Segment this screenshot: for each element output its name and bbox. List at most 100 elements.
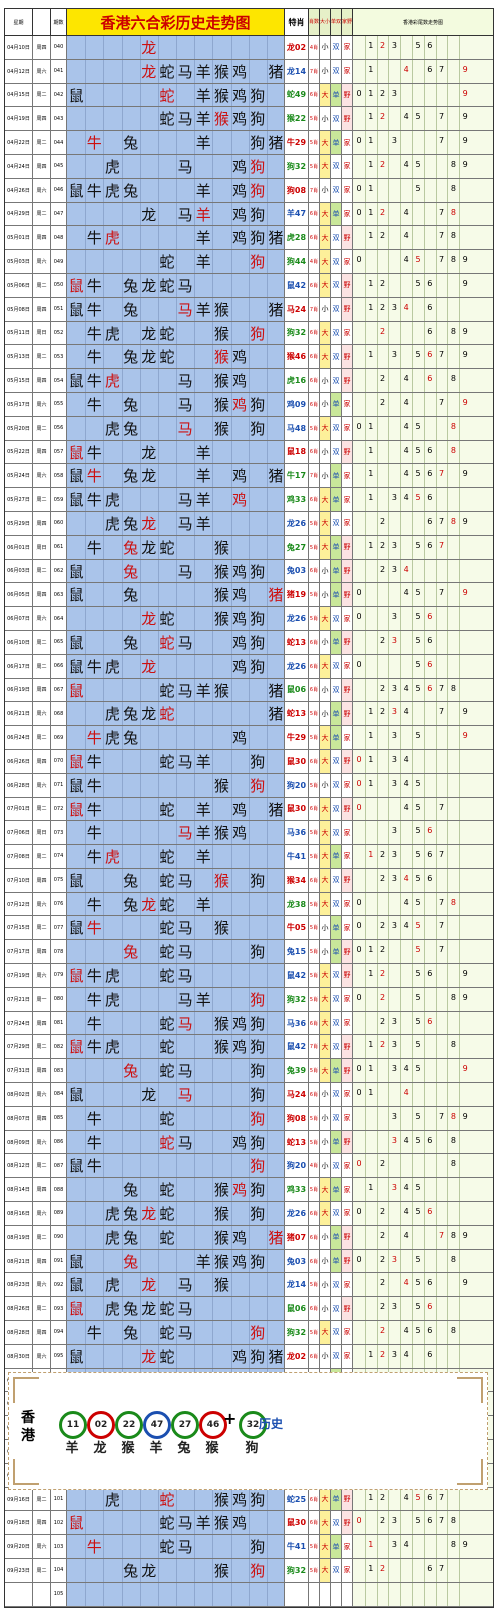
tail-gridline — [364, 250, 366, 273]
zodiac-mark: 鼠 — [68, 1300, 84, 1319]
zodiac-gridline — [248, 1511, 250, 1535]
row-count: 5肖 — [309, 583, 320, 607]
row-home-wild: 野 — [342, 1059, 353, 1083]
tail-gridline — [364, 987, 366, 1011]
zodiac-gridline — [230, 392, 232, 416]
zodiac-gridline — [194, 892, 196, 916]
tail-gridline — [388, 202, 390, 226]
tail-gridline — [376, 916, 378, 940]
row-home-wild: 家 — [342, 1154, 353, 1178]
row-date: 08月28日 — [5, 1321, 33, 1344]
tail-gridline — [376, 297, 378, 321]
tail-digit: 0 — [356, 778, 362, 788]
zodiac-mark: 羊 — [195, 253, 211, 272]
zodiac-mark: 鸡 — [232, 633, 248, 652]
row-special: 猪07 — [285, 1225, 309, 1249]
zodiac-gridline — [230, 1154, 232, 1178]
zodiac-gridline — [212, 559, 214, 583]
row-zodiac-cells: 蛇羊狗 — [67, 250, 285, 273]
tail-digit: 2 — [380, 374, 386, 384]
zodiac-gridline — [103, 1202, 105, 1225]
tail-gridline — [459, 1202, 461, 1225]
tail-gridline — [459, 297, 461, 321]
tail-gridline — [423, 678, 425, 702]
zodiac-gridline — [121, 1106, 123, 1130]
row-home-wild: 家 — [342, 464, 353, 488]
row-week: 周四 — [33, 583, 51, 607]
row-count: 5肖 — [309, 1178, 320, 1202]
tail-gridline — [376, 273, 378, 297]
row-special: 猴34 — [285, 868, 309, 892]
zodiac-gridline — [85, 845, 87, 868]
row-week: 周二 — [33, 1559, 51, 1582]
tail-digit: 2 — [380, 921, 386, 931]
tail-gridline — [376, 1582, 378, 1606]
tail-gridline — [412, 36, 413, 59]
tail-digit: 1 — [368, 731, 374, 741]
zodiac-gridline — [194, 654, 196, 678]
zodiac-gridline — [157, 1035, 159, 1059]
zodiac-gridline — [157, 273, 159, 297]
row-count: 6肖 — [309, 1011, 320, 1035]
zodiac-mark: 兔 — [123, 419, 139, 438]
row-issue: 062 — [51, 559, 67, 583]
zodiac-gridline — [266, 1083, 268, 1106]
zodiac-mark: 猴 — [213, 324, 229, 343]
tail-digit: 6 — [427, 1326, 433, 1336]
tail-digit: 5 — [415, 493, 421, 503]
zodiac-mark: 鸡 — [232, 229, 248, 248]
row-count: 6肖 — [309, 1202, 320, 1225]
tail-digit: 7 — [439, 897, 445, 907]
zodiac-gridline — [212, 797, 214, 821]
tail-digit: 3 — [391, 1064, 397, 1074]
tail-digit: 5 — [415, 159, 421, 169]
tail-gridline — [376, 940, 378, 964]
zodiac-gridline — [139, 392, 141, 416]
zodiac-gridline — [157, 1344, 159, 1368]
zodiac-mark: 狗 — [250, 1086, 266, 1105]
zodiac-gridline — [194, 559, 196, 583]
tail-gridline — [388, 488, 390, 511]
row-count: 6肖 — [309, 1297, 320, 1321]
zodiac-gridline — [139, 250, 141, 273]
row-issue: 105 — [51, 1582, 67, 1606]
zodiac-gridline — [121, 535, 123, 559]
zodiac-gridline — [212, 345, 214, 369]
zodiac-gridline — [103, 797, 105, 821]
tail-digit: 3 — [391, 683, 397, 693]
row-size: 小 — [320, 297, 331, 321]
tail-gridline — [423, 131, 425, 154]
tail-gridline — [447, 154, 449, 178]
tail-gridline — [388, 1297, 390, 1321]
zodiac-mark: 虎 — [104, 229, 120, 248]
tail-gridline — [412, 845, 413, 868]
zodiac-mark: 狗 — [250, 1205, 266, 1224]
tail-digit: 7 — [439, 1111, 445, 1121]
zodiac-gridline — [212, 250, 214, 273]
row-date: 04月24日 — [5, 154, 33, 178]
tail-gridline — [435, 1035, 437, 1059]
history-link[interactable]: 历史 — [259, 1417, 284, 1431]
tail-gridline — [364, 845, 366, 868]
table-row: 04月10日 周四 040 龙龙02 4肖小双家 1 2 3 5 6 — [5, 36, 493, 60]
zodiac-mark: 狗 — [250, 610, 266, 629]
zodiac-gridline — [230, 1321, 232, 1344]
row-week: 周四 — [33, 940, 51, 964]
row-home-wild: 家 — [342, 488, 353, 511]
row-home-wild: 家 — [342, 607, 353, 630]
zodiac-mark: 猴 — [213, 1181, 229, 1200]
row-special: 牛29 — [285, 131, 309, 154]
zodiac-gridline — [194, 1083, 196, 1106]
tail-gridline — [400, 1083, 402, 1106]
tail-digit: 5 — [415, 826, 421, 836]
tail-digit: 5 — [415, 945, 421, 955]
tail-gridline — [388, 416, 390, 440]
zodiac-gridline — [248, 630, 250, 654]
tail-digit: 4 — [403, 1064, 409, 1074]
zodiac-mark: 蛇 — [159, 1133, 175, 1152]
tail-gridline — [388, 273, 390, 297]
